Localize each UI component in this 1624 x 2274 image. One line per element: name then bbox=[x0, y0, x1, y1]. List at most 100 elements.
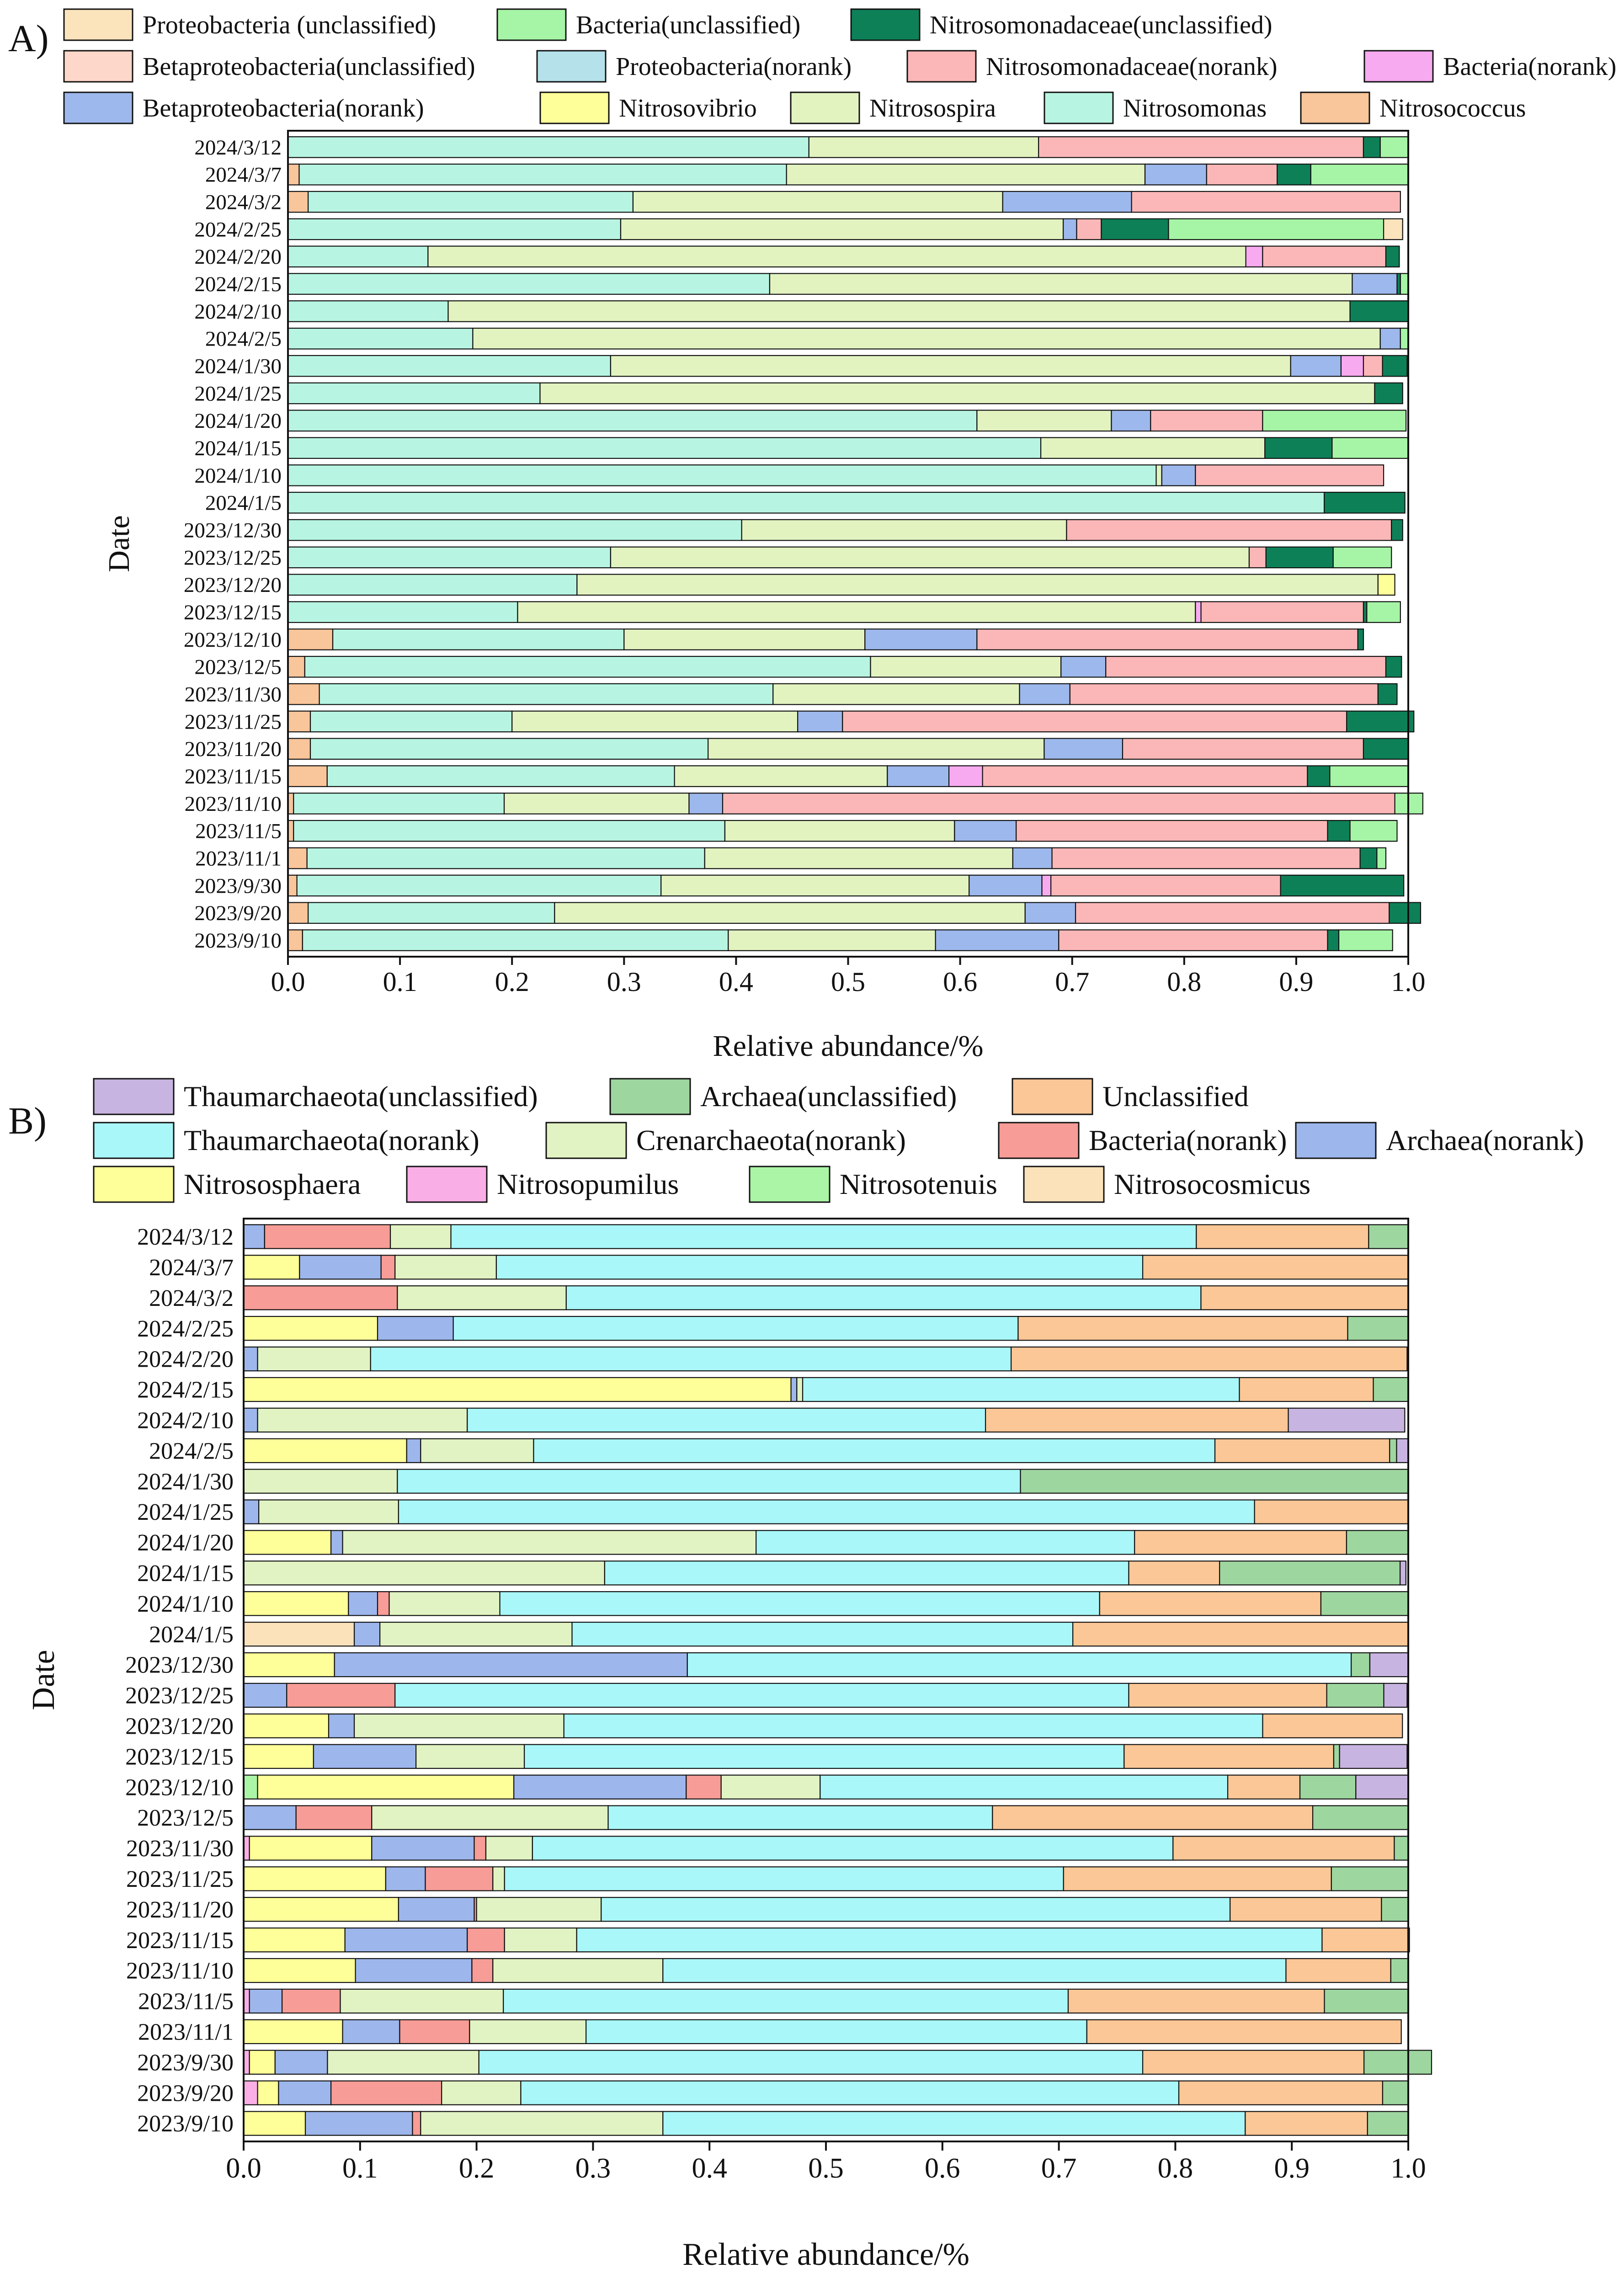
bar-archaea-norank bbox=[249, 1988, 283, 2014]
bar-nitrosospira bbox=[728, 929, 936, 951]
bar-nitrososphaera bbox=[243, 1744, 314, 1769]
bar-row-2024-1-15 bbox=[287, 437, 1409, 459]
bar-nitrososphaera bbox=[249, 1836, 373, 1861]
bar-archaea-unclassified bbox=[1381, 1897, 1409, 1922]
legend-swatch bbox=[536, 50, 607, 83]
bar-nitrosospira bbox=[576, 574, 1379, 596]
bar-thaumarchaeota-norank bbox=[820, 1774, 1229, 1800]
y-tick-label: 2024/2/25 bbox=[137, 1316, 234, 1342]
bar-unclassified bbox=[1214, 1438, 1390, 1463]
y-tick-label: 2023/11/20 bbox=[126, 1897, 234, 1923]
bar-thaumarchaeota-norank bbox=[563, 1713, 1263, 1739]
bar-nitrosospira bbox=[741, 519, 1067, 541]
bar-nitrosomonas bbox=[287, 218, 622, 240]
bar-row-2023-12-15 bbox=[287, 601, 1401, 623]
bars bbox=[243, 1224, 1432, 2136]
bar-archaea-norank bbox=[348, 1591, 378, 1616]
bar-unclassified bbox=[1128, 1683, 1327, 1708]
bar-nitrosospira bbox=[870, 655, 1062, 678]
bar-row-2023-9-30 bbox=[287, 874, 1405, 897]
bar-row-2024-2-5 bbox=[287, 327, 1409, 350]
legend-swatch bbox=[609, 1078, 691, 1115]
bar-nitrosospira bbox=[704, 847, 1013, 869]
bar-nitrosomonadaceae-unclassified bbox=[1359, 847, 1378, 869]
bar-nitrosomonadaceae-unclassified bbox=[1382, 355, 1408, 377]
legend-label: Nitrosomonadaceae(unclassified) bbox=[930, 11, 1272, 39]
bar-nitrosomonadaceae-unclassified bbox=[1280, 874, 1405, 897]
bar-unclassified bbox=[992, 1805, 1314, 1830]
legend-label: Nitrosomonadaceae(norank) bbox=[986, 53, 1278, 81]
bar-crenarchaeota-norank bbox=[389, 1591, 501, 1616]
bar-unclassified bbox=[1285, 1958, 1391, 1983]
x-tick-label: 0.7 bbox=[1055, 967, 1089, 997]
bar-nitrosospira bbox=[660, 874, 970, 897]
bar-nitrosomonas bbox=[302, 929, 729, 951]
bar-row-2023-12-5 bbox=[287, 655, 1402, 678]
legend-item-crenarchaeota-norank: Crenarchaeota(norank) bbox=[545, 1122, 906, 1159]
bar-crenarchaeota-norank bbox=[720, 1774, 821, 1800]
bar-unclassified bbox=[1142, 2050, 1365, 2075]
bar-archaea-norank bbox=[353, 1621, 381, 1647]
bar-archaea-unclassified bbox=[1363, 2050, 1432, 2075]
bar-bacteria-unclassified bbox=[1262, 410, 1407, 432]
bar-unclassified bbox=[1067, 1988, 1325, 2014]
bar-nitrosospira bbox=[674, 765, 888, 787]
bar-archaea-norank bbox=[243, 1499, 260, 1524]
bar-row-2024-1-20 bbox=[287, 410, 1407, 432]
x-axis-title: Relative abundance/% bbox=[682, 2237, 969, 2272]
legend-swatch bbox=[93, 1122, 175, 1159]
y-tick-label: 2023/11/1 bbox=[138, 2019, 234, 2045]
bar-row-2023-11-30 bbox=[243, 1836, 1409, 1861]
bar-nitrosospira bbox=[511, 710, 799, 733]
legend-item-archaea-norank: Archaea(norank) bbox=[1295, 1122, 1584, 1159]
legend-swatch bbox=[1023, 1166, 1105, 1203]
bar-nitrosococcus bbox=[287, 738, 311, 760]
bar-bacteria-unclassified bbox=[1379, 136, 1409, 158]
legend-item-bacteria-unclassified: Bacteria(unclassified) bbox=[496, 8, 800, 41]
bar-row-2024-1-20 bbox=[243, 1530, 1409, 1555]
bar-archaea-unclassified bbox=[1351, 1652, 1371, 1678]
bar-bacteria-norank bbox=[425, 1866, 494, 1891]
y-tick-label: 2023/11/5 bbox=[138, 1989, 234, 2015]
bar-nitrosomonadaceae-norank bbox=[1105, 655, 1387, 678]
bar-archaea-norank bbox=[342, 2019, 400, 2045]
bar-thaumarchaeota-norank bbox=[370, 1346, 1012, 1372]
bar-nitrosococcus bbox=[287, 163, 300, 186]
bar-crenarchaeota-norank bbox=[371, 1805, 609, 1830]
bar-bacteria-norank bbox=[264, 1224, 391, 1249]
bar-thaumarchaeota-norank bbox=[662, 2111, 1246, 2136]
legend-swatch bbox=[790, 91, 860, 124]
y-tick-label: 2023/11/15 bbox=[126, 1928, 234, 1954]
bar-row-2024-3-12 bbox=[243, 1224, 1409, 1249]
legend-item-thaumarchaeota-norank: Thaumarchaeota(norank) bbox=[93, 1122, 479, 1159]
bar-bacteria-unclassified bbox=[1349, 820, 1398, 842]
bar-row-2024-2-25 bbox=[287, 218, 1403, 240]
bar-bacteria-norank bbox=[1041, 874, 1052, 897]
bar-bacteria-unclassified bbox=[1310, 163, 1409, 186]
bar-archaea-unclassified bbox=[1324, 1988, 1409, 2014]
y-tick-label: 2023/9/10 bbox=[194, 929, 282, 953]
bar-row-2024-1-15 bbox=[243, 1560, 1407, 1586]
bar-nitrosomonadaceae-unclassified bbox=[1374, 382, 1403, 405]
bar-row-2024-1-30 bbox=[243, 1469, 1409, 1494]
bar-nitrosomonadaceae-unclassified bbox=[1327, 929, 1340, 951]
bar-archaea-unclassified bbox=[1382, 2080, 1409, 2105]
bar-unclassified bbox=[1011, 1346, 1408, 1372]
panel-b-plot: 2024/3/12 2024/3/7 2024/3/2 2024/2/25 2024/2… bbox=[26, 1218, 1432, 2272]
y-tick-label: 2023/11/30 bbox=[185, 683, 282, 707]
x-tick-label: 0.4 bbox=[692, 2153, 727, 2184]
bar-nitrosospira bbox=[724, 820, 955, 842]
y-axis-title: Date bbox=[26, 1650, 61, 1710]
legend-item-nitrosovibrio: Nitrosovibrio bbox=[539, 91, 757, 124]
y-tick-label: 2023/12/10 bbox=[125, 1774, 234, 1800]
bar-nitrosomonas bbox=[287, 327, 474, 350]
legend-label: Proteobacteria (unclassified) bbox=[143, 11, 436, 39]
bar-nitrosomonadaceae-norank bbox=[1038, 136, 1364, 158]
x-tick-label: 0.8 bbox=[1158, 2153, 1193, 2184]
legend-item-proteobacteria-norank: Proteobacteria(norank) bbox=[536, 50, 852, 83]
bar-row-2024-2-20 bbox=[243, 1346, 1408, 1372]
bar-nitrososphaera bbox=[243, 1255, 300, 1280]
bar-unclassified bbox=[1142, 1255, 1409, 1280]
bar-nitrosococcus bbox=[287, 628, 334, 650]
bar-thaumarchaeota-norank bbox=[532, 1836, 1174, 1861]
